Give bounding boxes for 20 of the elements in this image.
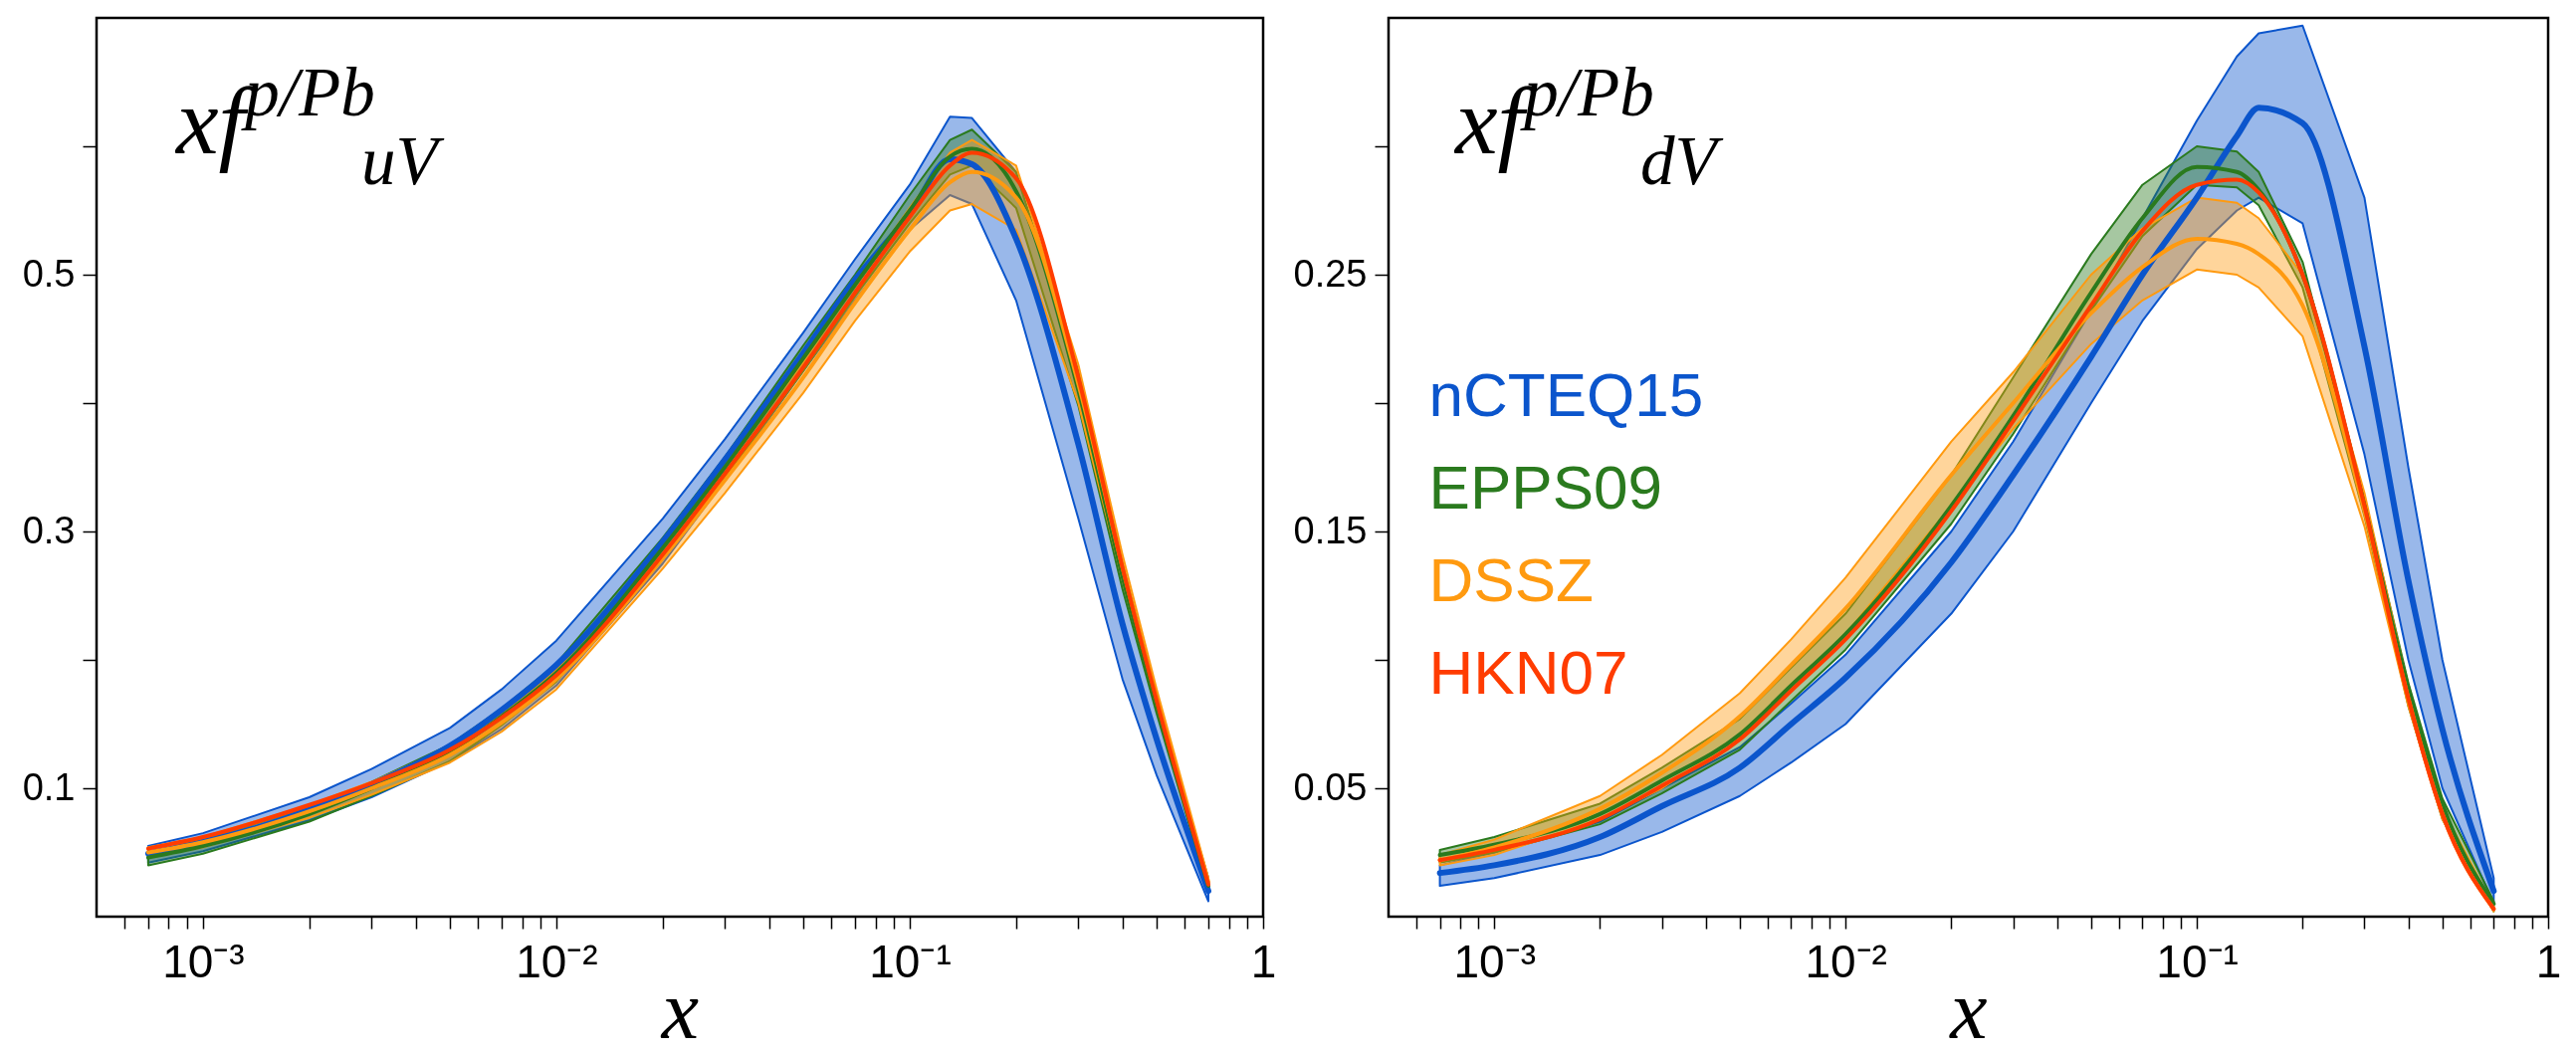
y-tick-label: 0.1 [22, 765, 76, 808]
text: nCTEQ15 [1428, 360, 1704, 430]
x-axis-title: x [1948, 962, 1988, 1054]
y-tick-label: 0.25 [1293, 252, 1368, 295]
y-tick-label: 0.3 [22, 509, 76, 551]
y-tick-label: 0.5 [22, 252, 76, 295]
x-tick-label: 10⁻³ [162, 935, 245, 987]
x-tick-label: 10⁻³ [1453, 935, 1536, 987]
x-tick-label: 10⁻² [1805, 935, 1887, 987]
x-tick-label: 10⁻¹ [2156, 935, 2239, 987]
x-tick-label: 1 [2535, 935, 2562, 987]
x-tick-label: 1 [1250, 935, 1277, 987]
y-tick-label: 0.15 [1293, 509, 1368, 551]
text: EPPS09 [1428, 453, 1662, 523]
x-axis-title: x [659, 962, 700, 1054]
text: DSSZ [1428, 545, 1594, 615]
x-tick-label: 10⁻¹ [869, 935, 952, 987]
y-tick-label: 0.05 [1293, 765, 1368, 808]
x-tick-label: 10⁻² [516, 935, 598, 987]
series-label: HKN07 [1428, 638, 1628, 708]
